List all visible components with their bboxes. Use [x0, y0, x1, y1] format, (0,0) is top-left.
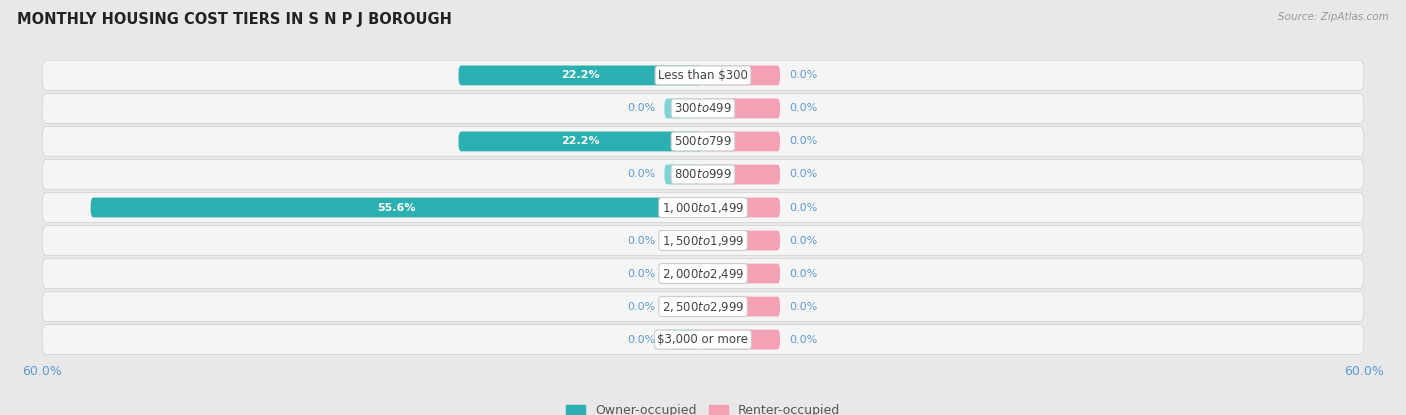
FancyBboxPatch shape [665, 330, 703, 349]
Text: 0.0%: 0.0% [789, 137, 817, 146]
Text: $1,500 to $1,999: $1,500 to $1,999 [662, 234, 744, 247]
FancyBboxPatch shape [703, 98, 780, 118]
FancyBboxPatch shape [458, 132, 703, 151]
FancyBboxPatch shape [703, 132, 780, 151]
FancyBboxPatch shape [42, 160, 1364, 189]
FancyBboxPatch shape [665, 165, 703, 184]
Text: $500 to $799: $500 to $799 [673, 135, 733, 148]
Text: 0.0%: 0.0% [789, 236, 817, 246]
Text: 0.0%: 0.0% [789, 203, 817, 212]
Text: 55.6%: 55.6% [378, 203, 416, 212]
FancyBboxPatch shape [42, 127, 1364, 156]
FancyBboxPatch shape [665, 297, 703, 317]
FancyBboxPatch shape [703, 165, 780, 184]
FancyBboxPatch shape [42, 61, 1364, 90]
FancyBboxPatch shape [42, 93, 1364, 123]
Text: 0.0%: 0.0% [789, 71, 817, 81]
FancyBboxPatch shape [42, 292, 1364, 322]
Text: Less than $300: Less than $300 [658, 69, 748, 82]
FancyBboxPatch shape [703, 297, 780, 317]
Text: $800 to $999: $800 to $999 [673, 168, 733, 181]
FancyBboxPatch shape [665, 231, 703, 250]
Text: 0.0%: 0.0% [627, 236, 655, 246]
Text: 0.0%: 0.0% [789, 334, 817, 344]
FancyBboxPatch shape [703, 264, 780, 283]
Text: 22.2%: 22.2% [561, 71, 600, 81]
Text: MONTHLY HOUSING COST TIERS IN S N P J BOROUGH: MONTHLY HOUSING COST TIERS IN S N P J BO… [17, 12, 451, 27]
Text: $300 to $499: $300 to $499 [673, 102, 733, 115]
FancyBboxPatch shape [42, 193, 1364, 222]
Text: 0.0%: 0.0% [789, 103, 817, 113]
FancyBboxPatch shape [703, 231, 780, 250]
FancyBboxPatch shape [703, 66, 780, 85]
FancyBboxPatch shape [703, 198, 780, 217]
FancyBboxPatch shape [42, 325, 1364, 354]
Text: $3,000 or more: $3,000 or more [658, 333, 748, 346]
Text: $2,500 to $2,999: $2,500 to $2,999 [662, 300, 744, 314]
FancyBboxPatch shape [90, 198, 703, 217]
Text: 0.0%: 0.0% [789, 269, 817, 278]
Text: 0.0%: 0.0% [789, 302, 817, 312]
Text: $2,000 to $2,499: $2,000 to $2,499 [662, 266, 744, 281]
FancyBboxPatch shape [665, 98, 703, 118]
Text: 22.2%: 22.2% [561, 137, 600, 146]
FancyBboxPatch shape [665, 264, 703, 283]
Text: Source: ZipAtlas.com: Source: ZipAtlas.com [1278, 12, 1389, 22]
Text: $1,000 to $1,499: $1,000 to $1,499 [662, 200, 744, 215]
Text: 0.0%: 0.0% [627, 302, 655, 312]
FancyBboxPatch shape [703, 330, 780, 349]
Legend: Owner-occupied, Renter-occupied: Owner-occupied, Renter-occupied [561, 399, 845, 415]
Text: 0.0%: 0.0% [627, 103, 655, 113]
FancyBboxPatch shape [458, 66, 703, 85]
FancyBboxPatch shape [42, 226, 1364, 255]
FancyBboxPatch shape [42, 259, 1364, 288]
Text: 0.0%: 0.0% [627, 334, 655, 344]
Text: 0.0%: 0.0% [627, 169, 655, 179]
Text: 0.0%: 0.0% [789, 169, 817, 179]
Text: 0.0%: 0.0% [627, 269, 655, 278]
